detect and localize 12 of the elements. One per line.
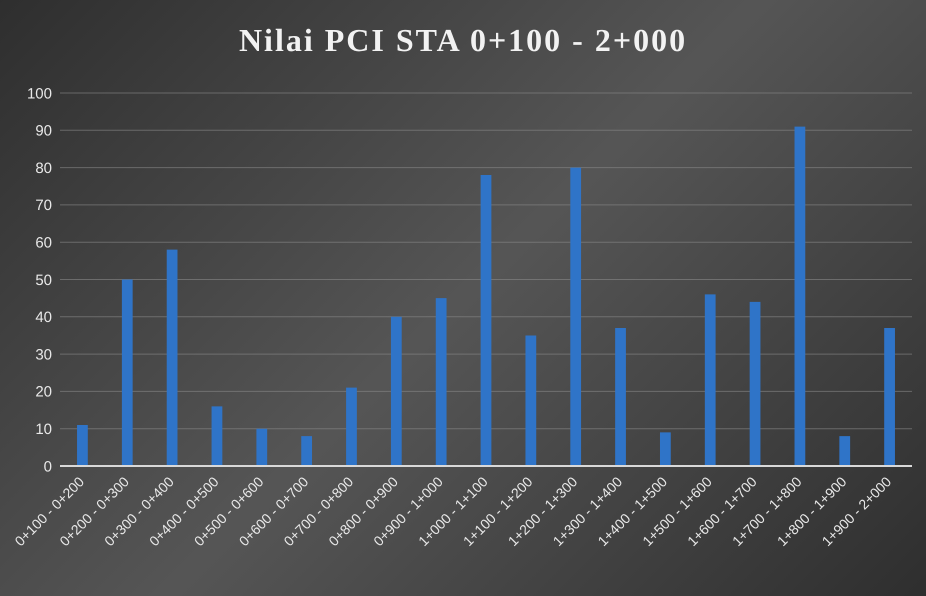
y-tick-label: 90 [35, 122, 52, 140]
y-tick-label: 30 [35, 346, 52, 364]
y-tick-label: 20 [35, 384, 52, 401]
chart-title: Nilai PCI STA 0+100 - 2+000 [238, 22, 688, 59]
y-tick-label: 40 [35, 309, 52, 326]
y-tick-label: 60 [35, 234, 52, 252]
y-tick-label: 0 [44, 458, 52, 476]
y-tick-label: 80 [35, 160, 52, 177]
y-tick-label: 100 [26, 85, 52, 102]
y-tick-label: 70 [35, 197, 52, 214]
y-tick-label: 10 [35, 421, 52, 438]
y-tick-label: 50 [35, 272, 52, 289]
